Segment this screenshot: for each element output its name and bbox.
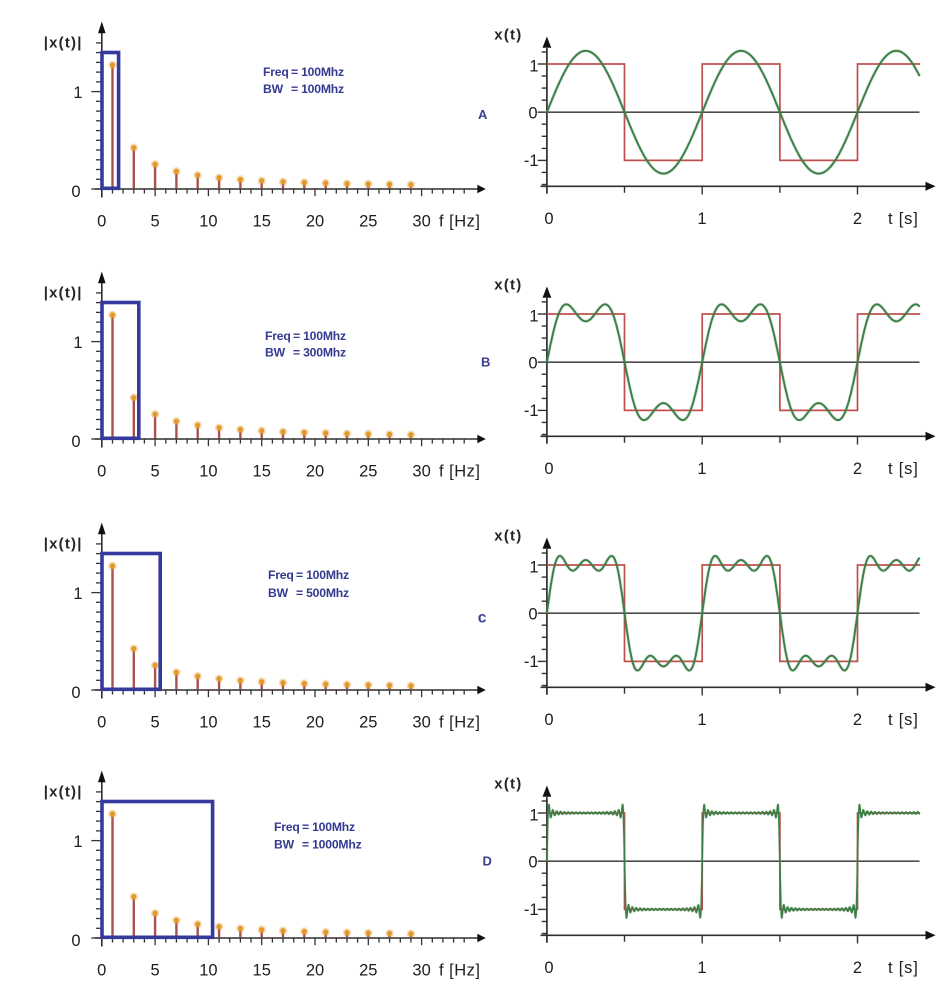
- svg-text:1: 1: [529, 58, 538, 76]
- svg-text:= 300Mhz: = 300Mhz: [293, 345, 346, 359]
- svg-text:0: 0: [528, 104, 537, 122]
- svg-text:Freq: Freq: [268, 568, 294, 582]
- svg-text:= 100Mhz: = 100Mhz: [296, 568, 349, 582]
- svg-text:t [s]: t [s]: [888, 210, 919, 228]
- svg-text:f [Hz]: f [Hz]: [439, 714, 481, 732]
- svg-text:20: 20: [306, 463, 324, 481]
- svg-text:= 100Mhz: = 100Mhz: [293, 329, 346, 343]
- svg-text:0: 0: [544, 711, 553, 729]
- svg-text:20: 20: [306, 962, 324, 980]
- svg-text:0: 0: [544, 460, 553, 478]
- svg-text:0: 0: [97, 962, 106, 980]
- svg-text:-1: -1: [524, 402, 539, 420]
- svg-text:10: 10: [199, 714, 217, 732]
- svg-text:Freq: Freq: [274, 820, 300, 834]
- svg-text:= 100Mhz: = 100Mhz: [291, 82, 344, 96]
- svg-text:15: 15: [253, 962, 271, 980]
- svg-text:1: 1: [73, 84, 82, 102]
- svg-text:30: 30: [412, 962, 430, 980]
- svg-text:|x(t)|: |x(t)|: [44, 35, 83, 52]
- svg-text:20: 20: [306, 714, 324, 732]
- svg-text:BW: BW: [265, 345, 286, 359]
- svg-text:Freq: Freq: [263, 65, 289, 79]
- svg-text:2: 2: [853, 711, 862, 729]
- svg-text:f [Hz]: f [Hz]: [439, 213, 481, 231]
- svg-text:0: 0: [544, 959, 553, 977]
- svg-text:A: A: [478, 107, 488, 122]
- svg-text:|x(t)|: |x(t)|: [44, 285, 83, 302]
- svg-text:1: 1: [73, 334, 82, 352]
- svg-text:= 100Mhz: = 100Mhz: [291, 65, 344, 79]
- svg-text:25: 25: [359, 714, 377, 732]
- svg-text:|x(t)|: |x(t)|: [44, 536, 83, 553]
- svg-text:B: B: [481, 354, 490, 369]
- svg-text:0: 0: [97, 714, 106, 732]
- svg-text:t [s]: t [s]: [888, 460, 919, 478]
- svg-text:1: 1: [697, 460, 706, 478]
- svg-text:0: 0: [528, 853, 537, 871]
- svg-text:5: 5: [151, 714, 160, 732]
- svg-text:10: 10: [199, 962, 217, 980]
- svg-text:15: 15: [253, 463, 271, 481]
- svg-text:30: 30: [412, 463, 430, 481]
- svg-text:1: 1: [73, 833, 82, 851]
- svg-text:= 500Mhz: = 500Mhz: [296, 586, 349, 600]
- svg-text:0: 0: [71, 183, 80, 201]
- svg-text:0: 0: [71, 932, 80, 950]
- svg-text:1: 1: [529, 559, 538, 577]
- svg-text:-1: -1: [524, 901, 539, 919]
- svg-text:t [s]: t [s]: [888, 959, 919, 977]
- svg-text:x(t): x(t): [494, 528, 522, 545]
- svg-text:10: 10: [199, 213, 217, 231]
- svg-text:0: 0: [528, 605, 537, 623]
- svg-text:BW: BW: [263, 82, 284, 96]
- svg-text:5: 5: [151, 213, 160, 231]
- svg-text:0: 0: [544, 210, 553, 228]
- svg-text:2: 2: [853, 959, 862, 977]
- svg-text:25: 25: [359, 213, 377, 231]
- svg-text:t [s]: t [s]: [888, 711, 919, 729]
- svg-text:D: D: [483, 854, 492, 869]
- svg-text:x(t): x(t): [494, 277, 522, 294]
- svg-text:BW: BW: [268, 586, 289, 600]
- svg-text:2: 2: [853, 210, 862, 228]
- svg-text:25: 25: [359, 463, 377, 481]
- svg-text:f [Hz]: f [Hz]: [439, 962, 481, 980]
- svg-text:x(t): x(t): [494, 27, 522, 44]
- svg-text:1: 1: [529, 807, 538, 825]
- svg-text:30: 30: [412, 213, 430, 231]
- svg-text:Freq: Freq: [265, 329, 291, 343]
- svg-text:BW: BW: [274, 838, 295, 852]
- svg-text:f [Hz]: f [Hz]: [439, 463, 481, 481]
- svg-text:0: 0: [97, 213, 106, 231]
- svg-text:25: 25: [359, 962, 377, 980]
- svg-text:x(t): x(t): [494, 776, 522, 793]
- svg-text:0: 0: [71, 684, 80, 702]
- svg-text:5: 5: [151, 463, 160, 481]
- svg-text:1: 1: [529, 308, 538, 326]
- svg-text:10: 10: [199, 463, 217, 481]
- svg-text:1: 1: [697, 959, 706, 977]
- svg-text:30: 30: [412, 714, 430, 732]
- svg-text:15: 15: [253, 213, 271, 231]
- svg-text:-1: -1: [524, 152, 539, 170]
- svg-text:20: 20: [306, 213, 324, 231]
- svg-text:5: 5: [151, 962, 160, 980]
- svg-text:2: 2: [853, 460, 862, 478]
- svg-text:= 1000Mhz: = 1000Mhz: [302, 838, 362, 852]
- svg-text:0: 0: [97, 463, 106, 481]
- svg-text:1: 1: [73, 585, 82, 603]
- svg-text:= 100Mhz: = 100Mhz: [302, 820, 355, 834]
- svg-text:1: 1: [697, 711, 706, 729]
- svg-text:-1: -1: [524, 653, 539, 671]
- svg-text:0: 0: [71, 433, 80, 451]
- svg-text:15: 15: [253, 714, 271, 732]
- svg-text:c: c: [478, 609, 487, 626]
- svg-text:0: 0: [528, 354, 537, 372]
- svg-text:|x(t)|: |x(t)|: [44, 784, 83, 801]
- svg-text:1: 1: [697, 210, 706, 228]
